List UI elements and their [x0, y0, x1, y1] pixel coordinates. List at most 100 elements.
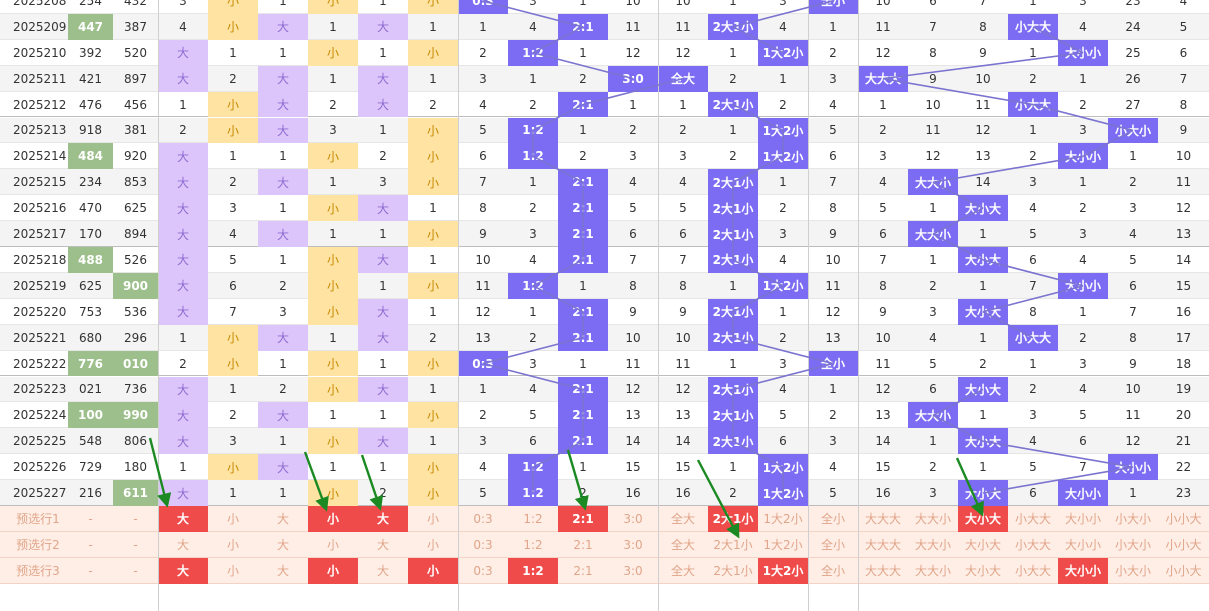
table-cell: 5: [929, 356, 937, 371]
table-cell: 8: [1029, 304, 1037, 319]
forecast-cell: 1大2小: [763, 538, 803, 553]
table-cell: 1: [329, 175, 337, 190]
table-cell: 2: [779, 330, 787, 345]
table-cell: 2: [529, 330, 537, 345]
table-cell: 488: [68, 247, 113, 273]
table-cell: 3: [879, 149, 887, 164]
table-cell: 1: [1129, 149, 1137, 164]
table-cell: 12: [625, 45, 641, 60]
table-cell: 小: [308, 350, 358, 377]
table-cell: 2: [679, 123, 687, 138]
table-cell: 大: [258, 454, 308, 481]
table-cell: 1: [629, 97, 637, 112]
table-cell: 3: [779, 0, 787, 8]
table-cell: 10: [825, 252, 841, 267]
table-cell: 2大1小: [708, 169, 758, 196]
forecast-cell: -: [133, 563, 138, 578]
table-cell: 大: [358, 376, 408, 403]
table-cell: 1:2: [508, 272, 558, 299]
column-divider: [658, 0, 659, 611]
table-cell: 010: [113, 350, 158, 377]
table-cell: 9: [879, 304, 887, 319]
table-cell: 484: [68, 143, 113, 170]
table-cell: 大: [358, 428, 408, 455]
table-cell: 7: [1129, 304, 1137, 319]
table-cell: 5: [1179, 19, 1188, 34]
forecast-label: 预选行3: [16, 564, 60, 579]
table-cell: 2: [1079, 97, 1087, 112]
forecast-pick-cell: 1大2小: [758, 557, 808, 584]
table-cell: 17: [1175, 330, 1192, 345]
table-cell: 1: [379, 460, 387, 475]
table-cell: 1: [379, 278, 387, 293]
table-cell: 9: [629, 304, 637, 319]
table-cell: 12: [675, 382, 691, 397]
table-cell: 13: [675, 408, 691, 423]
table-cell: 11: [825, 278, 841, 293]
table-cell: 3: [1029, 175, 1037, 190]
table-cell: 2大1小: [708, 428, 758, 455]
table-cell: 4: [1129, 227, 1137, 242]
table-cell: 11: [625, 19, 641, 34]
table-cell: 526: [124, 252, 147, 267]
table-cell: 4: [529, 19, 537, 34]
table-cell: 2: [779, 97, 787, 112]
table-cell: 1: [279, 149, 287, 164]
table-cell: 1:2: [508, 454, 558, 481]
table-cell: 24: [1125, 19, 1141, 34]
table-cell: 548: [79, 434, 102, 449]
table-cell: 12: [925, 149, 941, 164]
table-cell: 6: [1029, 486, 1037, 501]
table-cell: 小: [408, 117, 458, 144]
table-cell: 680: [79, 330, 102, 345]
table-cell: 11: [975, 97, 991, 112]
table-cell: 5: [779, 408, 787, 423]
table-cell: 13: [825, 330, 841, 345]
table-cell: 大: [158, 428, 208, 455]
table-cell: 1: [779, 175, 787, 190]
table-cell: 4: [779, 252, 787, 267]
period-cell: 2025214: [13, 149, 67, 164]
table-cell: 1:2: [508, 480, 558, 506]
table-cell: 9: [979, 45, 987, 60]
table-cell: 2: [729, 149, 737, 164]
table-cell: 小: [208, 117, 258, 144]
table-cell: 2:1: [558, 247, 608, 273]
table-cell: 1: [729, 45, 737, 60]
table-cell: 7: [479, 175, 487, 190]
table-cell: 20: [1175, 408, 1192, 423]
table-cell: 1: [179, 330, 187, 345]
table-cell: 4: [479, 460, 487, 475]
table-cell: 1: [1079, 304, 1087, 319]
table-cell: 12: [1125, 434, 1141, 449]
table-cell: 6: [829, 149, 837, 164]
table-row: [0, 350, 1209, 377]
table-cell: 1大2小: [758, 39, 808, 66]
table-cell: 10: [975, 71, 991, 86]
table-cell: 全小: [808, 350, 858, 377]
table-cell: 3: [529, 227, 537, 242]
forecast-cell: 大小小: [1064, 538, 1101, 553]
table-cell: 1: [329, 71, 337, 86]
table-cell: 大小小: [1058, 143, 1108, 170]
table-cell: 2: [379, 486, 387, 501]
column-divider: [158, 0, 159, 611]
forecast-cell: 小大小: [1114, 564, 1151, 579]
table-cell: 100: [68, 402, 113, 429]
table-cell: 大: [358, 247, 408, 273]
table-cell: 大大大: [858, 65, 908, 92]
table-cell: 3: [1079, 0, 1087, 8]
table-cell: 6: [229, 278, 237, 293]
table-cell: 5: [1079, 408, 1087, 423]
forecast-pick-cell: 小: [308, 557, 358, 584]
table-cell: 3: [1079, 123, 1087, 138]
table-cell: 0:3: [458, 350, 508, 377]
table-cell: 536: [124, 304, 147, 319]
table-cell: 大: [158, 65, 208, 92]
table-cell: 10: [625, 0, 641, 8]
table-cell: 小: [408, 39, 458, 66]
table-cell: 22: [1175, 460, 1192, 475]
period-cell: 2025218: [13, 252, 67, 267]
table-cell: 1: [279, 45, 287, 60]
table-cell: 小: [408, 454, 458, 481]
